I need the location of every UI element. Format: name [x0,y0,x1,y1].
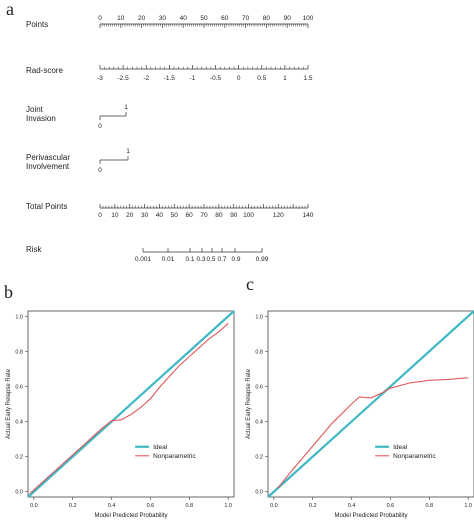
scale-tick-label: 30 [159,15,167,22]
scale-tick-label: 60 [221,15,229,22]
ideal-line [27,310,235,498]
total-points-tick-label: 120 [273,212,284,219]
scale-tick-label: -1 [190,75,196,82]
calibration-plot-b: 0.0 0.0 0.2 0.2 0.4 0.4 0.6 0.6 0.8 0.8 1.0 1.0 Mode… [6,310,235,519]
risk-tick-label: 0.3 [196,256,205,263]
perivascular-tick-label-0: 0 [98,167,102,174]
nomogram-label-total-points: Total Points [26,202,67,211]
y-tick-label: 0.6 [255,384,263,390]
nomogram-label-risk: Risk [26,245,43,254]
scale-tick-label: 10 [117,15,125,22]
total-points-tick-label: 10 [111,212,119,219]
nomogram-label-perivascular: Perivascular [26,153,70,162]
scale-tick-label: 40 [180,15,188,22]
scale-tick-label: 50 [200,15,208,22]
scale-tick-label: -2 [143,75,149,82]
y-tick-label: 1.0 [255,314,263,320]
total-points-tick-label: 80 [215,212,223,219]
scale-tick-label: 90 [284,15,292,22]
panel-label-c: c [246,274,254,294]
plot-frame [267,310,474,498]
risk-tick-label: 0.01 [162,256,175,263]
y-axis-title: Actual Early Relapse Rate [246,368,252,439]
scale-tick-label: 0 [237,75,241,82]
total-points-tick-label: 90 [230,212,238,219]
total-points-tick-label: 20 [126,212,134,219]
nomogram-label-involvement: Involvement [26,162,70,171]
risk-tick-label: 0.9 [231,256,240,263]
joint-tick-label-0: 0 [98,123,102,130]
x-tick-label: 0.0 [270,503,278,509]
total-points-tick-label: 40 [156,212,164,219]
scale-tick-label: 100 [303,15,314,22]
panel-label-b: b [4,282,13,302]
x-tick-label: 0.6 [147,503,155,509]
nomogram-label-joint: Joint [26,105,44,114]
joint-tick-label-1: 1 [124,104,128,111]
y-tick-label: 0.0 [255,490,263,496]
total-points-tick-label: 100 [243,212,254,219]
legend-label: Nonparametric [153,453,196,460]
risk-tick-label: 0.5 [206,256,215,263]
x-tick-label: 0.4 [108,503,116,509]
scale-tick-label: 80 [263,15,271,22]
x-tick-label: 1.0 [224,503,232,509]
nomogram-label-points: Points [26,20,48,29]
y-tick-label: 0.4 [15,420,23,426]
perivascular-tick-label-1: 1 [126,148,130,155]
total-points-tick-label: 140 [303,212,314,219]
x-axis-title: Model Predicted Probability [94,513,167,519]
risk-tick-label: 0.99 [256,256,269,263]
x-tick-label: 0.8 [185,503,193,509]
ideal-line [267,310,474,498]
y-tick-label: 0.6 [15,384,23,390]
y-tick-label: 0.2 [15,455,23,461]
risk-tick-label: 0.001 [135,256,152,263]
y-tick-label: 0.8 [15,349,23,355]
total-points-tick-label: 0 [98,212,102,219]
nonparametric-line [277,377,469,489]
risk-tick-label: 0.1 [185,256,194,263]
x-tick-label: 0.4 [348,503,356,509]
total-points-tick-label: 60 [186,212,194,219]
y-axis-title: Actual Early Relapse Rate [6,368,12,439]
y-tick-label: 0.8 [255,349,263,355]
x-tick-label: 0.2 [69,503,77,509]
scale-tick-label: 70 [242,15,250,22]
x-axis-title: Model Predicted Probability [334,513,407,519]
total-points-tick-label: 50 [171,212,179,219]
x-tick-label: 0.0 [30,503,38,509]
x-tick-label: 0.6 [387,503,395,509]
scale-tick-label: 0.5 [257,75,266,82]
risk-tick-label: 0.7 [217,256,226,263]
legend-label: Ideal [153,444,168,451]
total-points-tick-label: 30 [141,212,149,219]
y-tick-label: 0.0 [15,490,23,496]
legend-label: Ideal [393,444,408,451]
scale-tick-label: 20 [138,15,146,22]
scale-tick-label: 1.5 [303,75,312,82]
y-tick-label: 0.4 [255,420,263,426]
nonparametric-line [29,322,229,494]
y-tick-label: 1.0 [15,314,23,320]
x-tick-label: 0.8 [425,503,433,509]
x-tick-label: 0.2 [309,503,317,509]
scale-tick-label: -0.5 [210,75,222,82]
plot-frame [27,310,235,498]
scale-tick-label: 1 [283,75,287,82]
total-points-tick-label: 70 [200,212,208,219]
panel-label-a: a [6,0,14,19]
scale-tick-label: -3 [97,75,103,82]
y-tick-label: 0.2 [255,455,263,461]
x-tick-label: 1.0 [464,503,472,509]
calibration-plot-c: 0.0 0.0 0.2 0.2 0.4 0.4 0.6 0.6 0.8 0.8 1.0 1.0 Mode… [246,310,474,519]
scale-tick-label: 0 [98,15,102,22]
nomogram-label-invasion: Invasion [26,114,56,123]
scale-tick-label: -2.5 [118,75,130,82]
scale-tick-label: -1.5 [164,75,176,82]
nomogram-label-radscore: Rad-score [26,66,63,75]
legend-label: Nonparametric [393,453,436,460]
